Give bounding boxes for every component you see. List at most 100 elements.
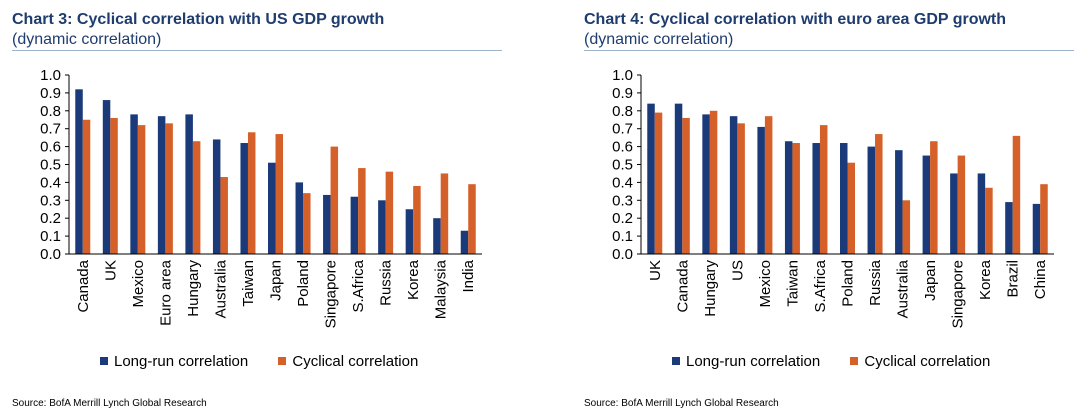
legend-swatch-cyclical: [278, 357, 287, 365]
y-tick-label: 0.0: [40, 246, 61, 263]
bar-cyclical: [902, 200, 911, 254]
bar-long-run: [157, 116, 166, 254]
chart-legend: Long-run correlation Cyclical correlatio…: [100, 352, 444, 370]
x-tick-label: Mexico: [757, 260, 774, 308]
bar-cyclical: [82, 119, 91, 254]
bar-cyclical: [930, 141, 938, 254]
x-tick-label: Australia: [212, 259, 229, 318]
bar-long-run: [702, 114, 710, 254]
bar-long-run: [784, 141, 793, 254]
x-tick-label: Russia: [378, 259, 395, 306]
bar-long-run: [674, 103, 683, 254]
legend-label-cyclical: Cyclical correlation: [292, 352, 419, 370]
x-tick-label: Japan: [268, 260, 285, 301]
bar-long-run: [130, 114, 138, 254]
bar-long-run: [75, 89, 83, 254]
bar-long-run: [812, 143, 820, 254]
bar-long-run: [102, 100, 111, 254]
x-tick-label: S.Africa: [812, 259, 829, 312]
bar-long-run: [185, 114, 193, 254]
bar-cyclical: [737, 123, 745, 254]
bar-cyclical: [957, 155, 966, 254]
bar-long-run: [1005, 202, 1013, 254]
x-tick-label: Singapore: [950, 260, 967, 328]
source-note: Source: BofA Merrill Lynch Global Resear…: [12, 398, 207, 409]
chart-4-plot: 0.00.10.20.30.40.50.60.70.80.91.0 UK Canad…: [612, 67, 1054, 328]
bar-cyclical: [440, 173, 449, 254]
x-tick-label: UK: [647, 260, 664, 281]
y-tick-label: 0.0: [612, 246, 633, 263]
x-tick-label: Euro area: [157, 259, 174, 326]
legend-label-long-run: Long-run correlation: [114, 352, 249, 370]
bar-cyclical: [110, 117, 118, 255]
y-tick-label: 0.4: [612, 174, 633, 191]
bar-long-run: [867, 146, 876, 254]
bar-long-run: [405, 209, 414, 254]
chart-subtitle: (dynamic correlation): [584, 31, 734, 48]
bar-cyclical: [847, 162, 855, 254]
bar-long-run: [212, 139, 221, 254]
chart-4-panel: Chart 4: Cyclical correlation with euro …: [584, 0, 1084, 420]
bar-long-run: [729, 116, 738, 254]
bar-cyclical: [792, 143, 800, 254]
source-note: Source: BofA Merrill Lynch Global Resear…: [584, 398, 779, 409]
x-tick-label: Australia: [895, 259, 912, 318]
bar-cyclical: [358, 168, 366, 254]
bar-long-run: [378, 200, 386, 254]
x-tick-label: US: [729, 260, 746, 281]
legend-item-cyclical: Cyclical correlation: [278, 353, 418, 370]
bar-cyclical: [819, 125, 828, 255]
y-tick-label: 0.2: [612, 210, 633, 227]
y-tick-label: 0.8: [612, 103, 633, 120]
x-tick-label: S.Africa: [350, 259, 367, 312]
bar-long-run: [840, 143, 848, 254]
bar-long-run: [295, 182, 304, 254]
legend-item-cyclical: Cyclical correlation: [850, 353, 990, 370]
x-tick-label: Canada: [674, 259, 691, 312]
y-tick-label: 0.1: [40, 228, 61, 245]
legend-swatch-long-run: [672, 357, 680, 365]
bar-cyclical: [985, 187, 993, 254]
bar-cyclical: [385, 171, 394, 254]
y-tick-label: 0.1: [612, 228, 633, 245]
y-tick-label: 1.0: [612, 67, 633, 84]
chart-3-plot: 0.00.10.20.30.40.50.60.70.80.91.0 Canada U…: [40, 67, 482, 328]
x-tick-label: Taiwan: [784, 260, 801, 307]
y-tick-label: 1.0: [40, 67, 61, 84]
legend-label-long-run: Long-run correlation: [686, 352, 821, 370]
chart-subtitle: (dynamic correlation): [12, 31, 162, 48]
bar-cyclical: [875, 134, 883, 254]
x-tick-label: Japan: [922, 260, 939, 301]
legend-swatch-long-run: [100, 357, 108, 365]
bar-long-run: [433, 218, 441, 254]
chart-legend: Long-run correlation Cyclical correlatio…: [672, 352, 1016, 370]
x-tick-label: Mexico: [130, 260, 147, 308]
y-tick-label: 0.3: [40, 192, 61, 209]
y-tick-label: 0.6: [612, 139, 633, 156]
y-tick-label: 0.5: [612, 157, 633, 174]
y-tick-label: 0.5: [40, 157, 61, 174]
bar-long-run: [950, 173, 958, 254]
y-tick-label: 0.9: [612, 85, 633, 102]
bar-cyclical: [1040, 184, 1048, 254]
x-tick-label: Hungary: [702, 260, 719, 317]
x-tick-label: Poland: [295, 260, 312, 307]
y-tick-label: 0.7: [40, 121, 61, 138]
bar-long-run: [895, 150, 903, 254]
bar-cyclical: [330, 146, 339, 254]
chart-title: Chart 4: Cyclical correlation with euro …: [584, 11, 1007, 28]
y-tick-label: 0.7: [612, 121, 633, 138]
title-divider: [584, 50, 1074, 51]
bar-cyclical: [247, 132, 256, 254]
legend-swatch-cyclical: [850, 357, 859, 365]
legend-item-long-run: Long-run correlation: [672, 353, 820, 370]
x-tick-label: Korea: [977, 259, 994, 300]
legend-label-cyclical: Cyclical correlation: [864, 352, 991, 370]
bar-cyclical: [764, 116, 773, 254]
y-tick-label: 0.6: [40, 139, 61, 156]
x-tick-label: UK: [102, 260, 119, 281]
chart-title: Chart 3: Cyclical correlation with US GD…: [12, 11, 385, 28]
bar-cyclical: [468, 184, 476, 254]
bar-cyclical: [413, 185, 421, 254]
chart-3-panel: Chart 3: Cyclical correlation with US GD…: [12, 0, 512, 420]
